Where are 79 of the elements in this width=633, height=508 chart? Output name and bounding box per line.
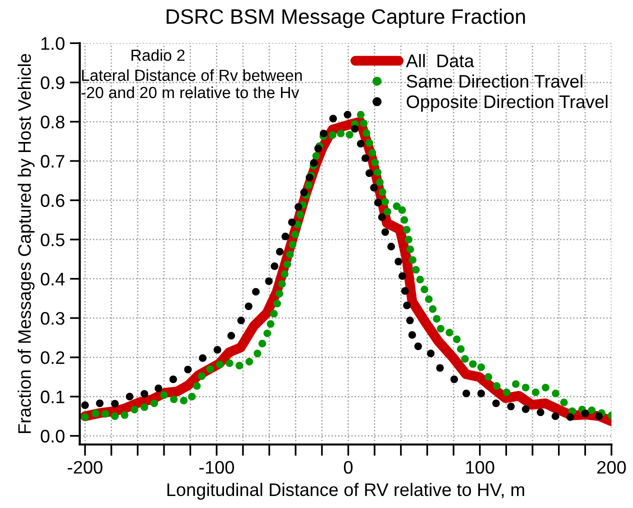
point xyxy=(227,332,236,340)
point xyxy=(507,402,515,410)
point xyxy=(462,390,470,398)
y-tick-label: 0.0 xyxy=(40,430,64,443)
point xyxy=(401,287,409,295)
point xyxy=(237,316,245,324)
point xyxy=(282,232,290,240)
point xyxy=(329,114,337,122)
point xyxy=(356,140,365,148)
point xyxy=(300,188,308,196)
point xyxy=(581,410,589,418)
point xyxy=(522,405,530,413)
x-tick-label: -200 xyxy=(68,460,102,474)
point xyxy=(288,218,296,226)
y-tick-label: 0.4 xyxy=(40,272,65,286)
point xyxy=(398,272,406,280)
point xyxy=(436,364,444,372)
x-tick-label: 100 xyxy=(466,460,494,474)
point xyxy=(169,376,178,384)
point xyxy=(362,154,370,162)
point xyxy=(126,392,134,400)
legend-label: Same Direction Travel xyxy=(406,74,582,88)
point xyxy=(394,258,402,266)
x-tick-label: 200 xyxy=(597,460,626,474)
y-tick-label: 0.2 xyxy=(40,351,64,364)
y-axis-title: Fraction of Messages Captured by Host Vehicle xyxy=(18,54,35,434)
point xyxy=(344,110,352,118)
y-tick-label: 0.3 xyxy=(40,312,64,325)
point xyxy=(198,354,206,362)
point xyxy=(270,262,278,270)
point xyxy=(408,331,416,339)
y-tick-label: 1.0 xyxy=(41,37,64,50)
point xyxy=(387,242,395,250)
y-tick-label: 0.8 xyxy=(40,116,64,128)
y-tick-label: 0.5 xyxy=(40,233,64,246)
point xyxy=(477,390,485,398)
point xyxy=(294,203,302,211)
point xyxy=(320,130,328,138)
point xyxy=(378,213,386,221)
y-tick-label: 0.1 xyxy=(40,390,64,404)
y-tick-label: 0.6 xyxy=(40,194,64,207)
point xyxy=(492,399,500,408)
x-axis-title: Longitudinal Distance of RV relative to HV, m xyxy=(167,482,524,500)
point xyxy=(381,228,390,236)
x-tick-label: -100 xyxy=(199,460,234,474)
point xyxy=(366,169,374,177)
point xyxy=(276,248,284,256)
point xyxy=(244,302,252,310)
legend-label: Opposite Direction Travel xyxy=(406,94,608,112)
point xyxy=(414,342,422,350)
point xyxy=(214,346,222,354)
point xyxy=(370,184,378,192)
annotation: Radio 2 xyxy=(132,49,185,61)
annotation: Lateral Distance of Rv between -20 and 20 m relative to the Hv xyxy=(82,69,302,98)
point xyxy=(81,401,89,410)
point xyxy=(265,277,273,285)
point xyxy=(403,302,411,310)
point xyxy=(111,400,119,408)
point xyxy=(374,198,382,206)
x-tick-label: 0 xyxy=(344,460,353,474)
point xyxy=(154,384,162,392)
point xyxy=(536,408,544,416)
point xyxy=(96,399,104,408)
point xyxy=(184,366,192,374)
point xyxy=(252,288,260,296)
point xyxy=(140,390,148,398)
point xyxy=(426,350,435,358)
point xyxy=(314,144,322,152)
point xyxy=(406,316,414,324)
y-tick-label: 0.9 xyxy=(40,76,64,90)
y-tick-label: 0.7 xyxy=(40,154,64,168)
point xyxy=(566,413,574,421)
point xyxy=(351,124,359,133)
chart-title: DSRC BSM Message Capture Fraction xyxy=(166,8,525,28)
point xyxy=(552,412,560,420)
point xyxy=(450,376,458,384)
point xyxy=(310,159,318,167)
legend-label: All Data xyxy=(406,54,474,68)
point xyxy=(595,412,603,420)
